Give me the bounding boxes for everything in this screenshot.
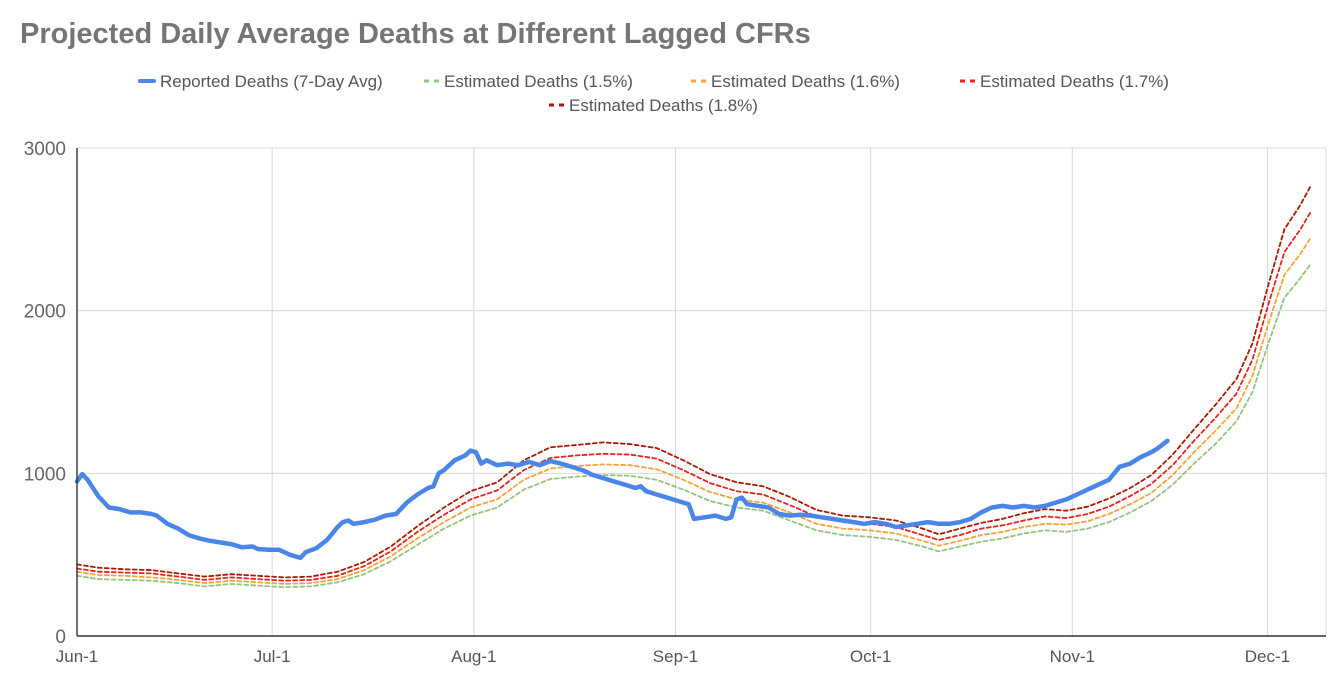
y-tick-label: 2000 [24, 302, 66, 323]
chart-title: Projected Daily Average Deaths at Differ… [20, 18, 811, 50]
series-line-1 [76, 262, 1312, 589]
y-tick-label: 1000 [24, 464, 66, 485]
legend: Reported Deaths (7-Day Avg) Estimated Dea… [138, 72, 1169, 115]
series-line-3 [76, 210, 1312, 582]
legend-item-3: Estimated Deaths (1.7%) [960, 72, 1169, 91]
x-tick-label: Nov-1 [1050, 647, 1095, 666]
series-line-4 [76, 184, 1312, 579]
x-tick-label: Jun-1 [56, 647, 99, 666]
legend-item-2: Estimated Deaths (1.6%) [691, 72, 900, 91]
legend-label: Estimated Deaths (1.7%) [980, 72, 1169, 91]
legend-item-0: Reported Deaths (7-Day Avg) [138, 72, 383, 91]
series-line-0 [74, 438, 1170, 561]
axes: 0 1000 2000 3000 Jun-1 Jul-1 Aug-1 Sep-1 Oct-1 No… [24, 139, 1326, 666]
legend-label: Reported Deaths (7-Day Avg) [160, 72, 383, 91]
legend-item-4: Estimated Deaths (1.8%) [549, 96, 758, 115]
legend-label: Estimated Deaths (1.5%) [444, 72, 633, 91]
x-tick-label: Dec-1 [1245, 647, 1290, 666]
series-line-2 [76, 236, 1312, 585]
y-tick-label: 3000 [24, 139, 66, 160]
legend-label: Estimated Deaths (1.8%) [569, 96, 758, 115]
y-tick-label: 0 [55, 627, 66, 648]
x-tick-label: Oct-1 [850, 647, 892, 666]
gridlines [77, 147, 1327, 636]
x-tick-label: Jul-1 [254, 647, 291, 666]
legend-label: Estimated Deaths (1.6%) [711, 72, 900, 91]
x-tick-label: Aug-1 [451, 647, 496, 666]
series-layer [74, 184, 1312, 589]
x-tick-label: Sep-1 [653, 647, 698, 666]
legend-item-1: Estimated Deaths (1.5%) [424, 72, 633, 91]
